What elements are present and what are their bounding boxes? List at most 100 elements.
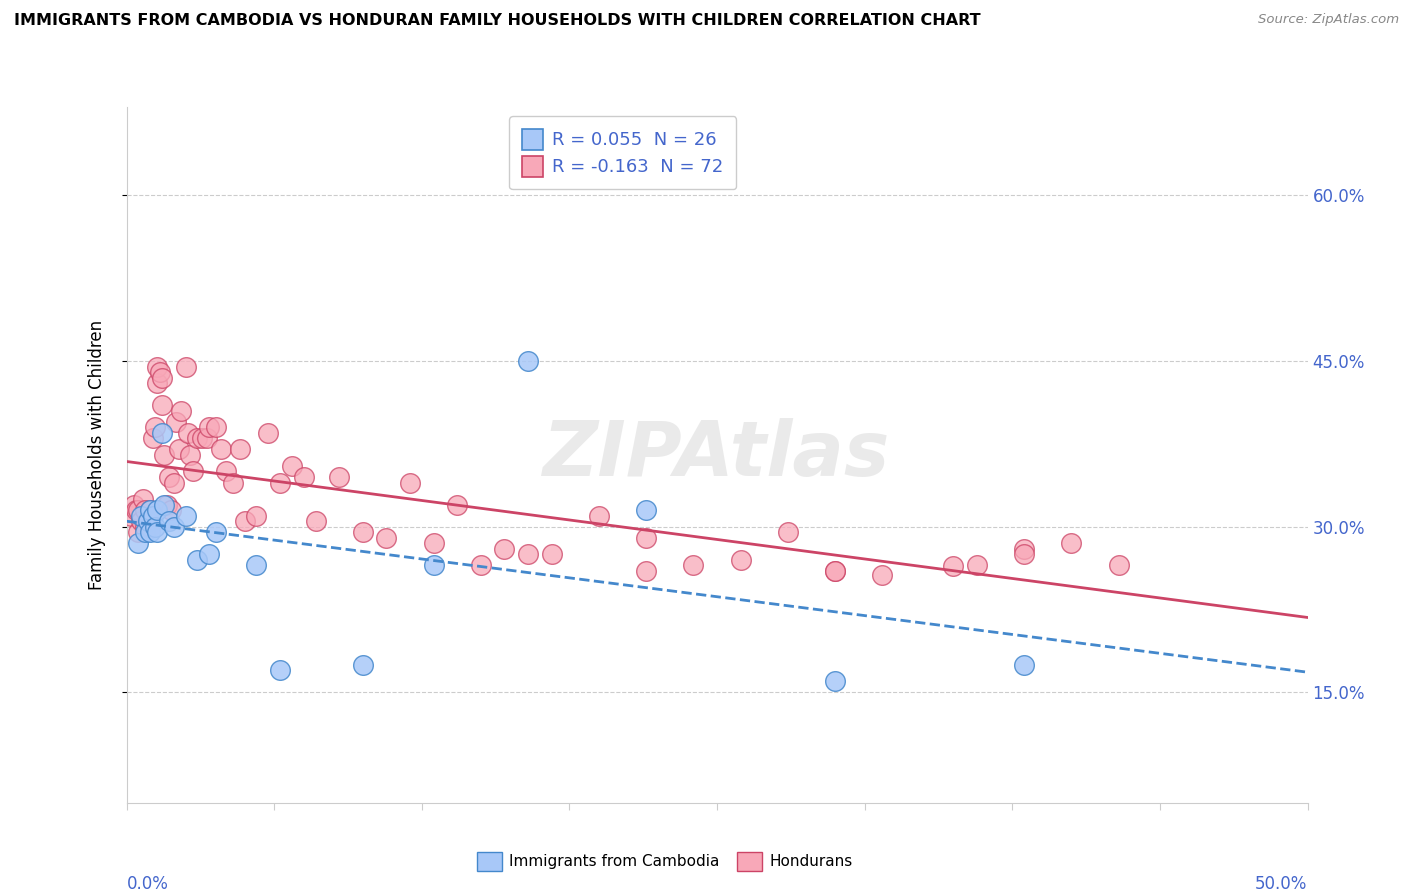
Point xyxy=(375,531,398,545)
Point xyxy=(150,398,173,412)
Point xyxy=(1060,536,1083,550)
Point xyxy=(165,415,187,429)
Point xyxy=(160,503,183,517)
Point xyxy=(222,475,245,490)
Point xyxy=(281,458,304,473)
Point xyxy=(191,431,214,445)
Point xyxy=(139,503,162,517)
Point xyxy=(229,442,252,457)
Point xyxy=(132,492,155,507)
Point xyxy=(233,514,256,528)
Point xyxy=(292,470,315,484)
Point xyxy=(181,465,204,479)
Point xyxy=(120,508,142,523)
Point xyxy=(198,420,221,434)
Point xyxy=(1012,547,1035,561)
Point xyxy=(143,420,166,434)
Point xyxy=(127,525,149,540)
Point xyxy=(636,531,658,545)
Point xyxy=(136,514,159,528)
Point xyxy=(150,370,173,384)
Text: ZIPAtlas: ZIPAtlas xyxy=(543,418,891,491)
Point xyxy=(215,465,238,479)
Point xyxy=(205,420,228,434)
Point xyxy=(352,657,374,672)
Point xyxy=(157,514,180,528)
Point xyxy=(636,503,658,517)
Point xyxy=(636,564,658,578)
Point xyxy=(163,475,186,490)
Point xyxy=(304,514,326,528)
Point xyxy=(146,503,169,517)
Point xyxy=(1012,657,1035,672)
Text: Source: ZipAtlas.com: Source: ZipAtlas.com xyxy=(1258,13,1399,27)
Point xyxy=(186,553,208,567)
Point xyxy=(517,354,540,368)
Point xyxy=(134,519,156,533)
Point xyxy=(143,519,166,533)
Point xyxy=(127,503,149,517)
Point xyxy=(134,525,156,540)
Point xyxy=(179,448,201,462)
Point xyxy=(588,508,610,523)
Point xyxy=(966,558,988,573)
Point xyxy=(127,536,149,550)
Point xyxy=(352,525,374,540)
Text: IMMIGRANTS FROM CAMBODIA VS HONDURAN FAMILY HOUSEHOLDS WITH CHILDREN CORRELATION: IMMIGRANTS FROM CAMBODIA VS HONDURAN FAM… xyxy=(14,13,981,29)
Point xyxy=(399,475,422,490)
Text: Immigrants from Cambodia: Immigrants from Cambodia xyxy=(509,855,720,869)
Text: 0.0%: 0.0% xyxy=(127,874,169,892)
Text: Hondurans: Hondurans xyxy=(769,855,852,869)
Point xyxy=(150,425,173,440)
Point xyxy=(195,431,218,445)
Point xyxy=(776,525,799,540)
Point xyxy=(129,514,152,528)
Point xyxy=(146,376,169,391)
Point xyxy=(257,425,280,440)
Point xyxy=(141,431,163,445)
Point xyxy=(174,508,197,523)
Point xyxy=(153,448,176,462)
Point xyxy=(139,519,162,533)
Point xyxy=(540,547,562,561)
Point xyxy=(146,525,169,540)
Point xyxy=(149,365,172,379)
Point xyxy=(134,503,156,517)
Point xyxy=(122,498,145,512)
Point xyxy=(146,359,169,374)
Point xyxy=(167,442,190,457)
Point xyxy=(136,514,159,528)
Point xyxy=(1012,541,1035,556)
Point xyxy=(446,498,468,512)
Point xyxy=(269,663,291,677)
Point xyxy=(170,403,193,417)
Point xyxy=(682,558,704,573)
Point xyxy=(494,541,516,556)
Point xyxy=(245,508,267,523)
Point xyxy=(139,503,162,517)
Point xyxy=(470,558,492,573)
Y-axis label: Family Households with Children: Family Households with Children xyxy=(87,320,105,590)
Point xyxy=(141,508,163,523)
Point xyxy=(328,470,350,484)
Point xyxy=(517,547,540,561)
Point xyxy=(163,519,186,533)
Point xyxy=(422,536,444,550)
Point xyxy=(942,559,965,574)
Point xyxy=(422,558,444,573)
Point xyxy=(139,525,162,540)
Text: 50.0%: 50.0% xyxy=(1256,874,1308,892)
Point xyxy=(872,568,894,582)
Point xyxy=(205,525,228,540)
Legend: R = 0.055  N = 26, R = -0.163  N = 72: R = 0.055 N = 26, R = -0.163 N = 72 xyxy=(509,116,737,189)
Point xyxy=(177,425,200,440)
Point xyxy=(245,558,267,573)
Point xyxy=(129,508,152,523)
Point xyxy=(157,470,180,484)
Point xyxy=(824,564,846,578)
Point xyxy=(186,431,208,445)
Point xyxy=(1108,558,1130,573)
Point xyxy=(174,359,197,374)
Point xyxy=(824,674,846,689)
Point xyxy=(269,475,291,490)
